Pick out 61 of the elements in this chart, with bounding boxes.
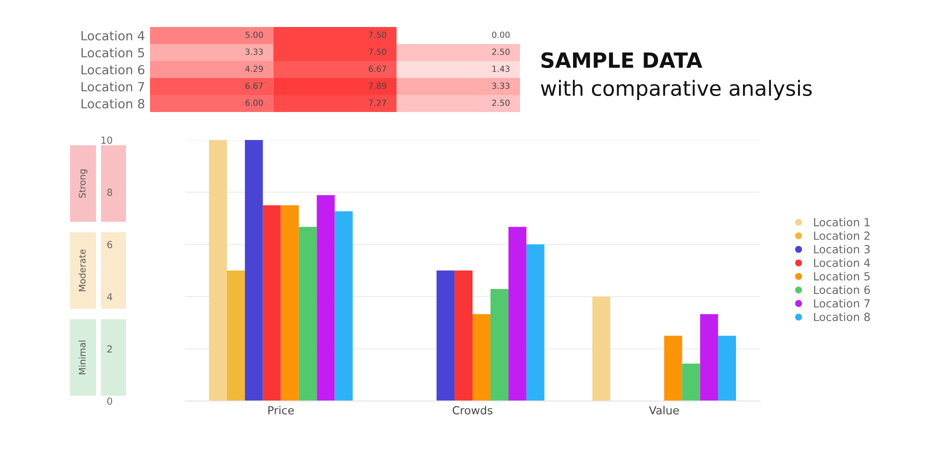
bar — [508, 226, 526, 401]
bar — [592, 296, 610, 401]
data-label: 2.50 — [492, 100, 510, 106]
text: Moderate — [78, 250, 86, 292]
chart-title: SAMPLE DATA — [541, 52, 702, 68]
data-label: 1.43 — [492, 66, 510, 72]
legend-label: Location 2 — [814, 231, 870, 240]
legend-label: Location 5 — [814, 272, 870, 280]
text: Minimal — [78, 340, 86, 374]
bar — [316, 195, 335, 401]
bar — [490, 289, 508, 401]
bar — [700, 314, 718, 401]
y-tick-label: 4 — [107, 293, 112, 300]
legend-label: Location 6 — [814, 285, 870, 294]
bar — [682, 364, 700, 401]
y-tick-label: 0 — [107, 397, 112, 405]
data-label: 7.27 — [368, 100, 386, 106]
y-tick-label: Location 4 — [82, 30, 144, 40]
data-label: 0.00 — [492, 32, 510, 38]
bar — [244, 140, 263, 401]
bar — [334, 211, 353, 401]
data-label: 4.29 — [245, 66, 263, 72]
legend-label: Location 1 — [814, 218, 870, 226]
bar — [226, 270, 245, 401]
data-label: 2.50 — [492, 48, 510, 55]
y-tick-label: 8 — [107, 188, 112, 196]
data-label: 7.89 — [368, 82, 386, 89]
bar — [208, 140, 227, 401]
y-tick-label: Location 8 — [82, 98, 144, 108]
bar — [436, 270, 455, 401]
data-label: 3.33 — [492, 82, 510, 89]
bar — [298, 226, 317, 401]
x-tick-label: Price — [268, 406, 294, 414]
bar — [454, 270, 472, 401]
y-tick-label: 10 — [101, 136, 112, 144]
data-label: 6.67 — [245, 82, 263, 89]
data-label: 5.00 — [246, 32, 263, 38]
data-label: 7.50 — [368, 32, 386, 38]
chart-subtitle: with comparative analysis — [540, 80, 812, 100]
bar — [280, 205, 299, 401]
data-label: 6.67 — [368, 66, 386, 72]
y-tick-label: 2 — [107, 345, 112, 352]
legend-label: Location 7 — [814, 298, 870, 308]
legend-label: Location 8 — [814, 312, 870, 322]
bar — [262, 205, 281, 401]
legend-label: Location 4 — [814, 258, 870, 267]
x-tick-label: Crowds — [452, 406, 492, 414]
text: Strong — [78, 169, 88, 198]
bar — [718, 336, 736, 401]
data-label: 6.00 — [245, 100, 263, 106]
x-tick-label: Value — [648, 406, 679, 414]
y-tick-label: Location 6 — [82, 64, 144, 74]
legend-label: Location 3 — [814, 244, 870, 254]
bar — [526, 244, 544, 401]
y-tick-label: Location 7 — [82, 82, 144, 92]
data-label: 3.33 — [246, 48, 263, 55]
y-tick-label: 6 — [107, 240, 112, 248]
data-label: 7.50 — [368, 48, 386, 55]
bar — [664, 336, 682, 401]
bar — [472, 314, 490, 401]
y-tick-label: Location 5 — [82, 48, 144, 58]
